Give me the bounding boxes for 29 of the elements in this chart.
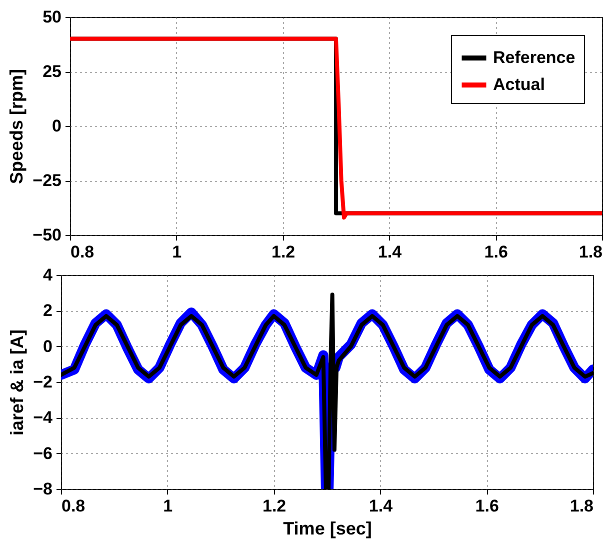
x-tick-label: 1.2 bbox=[262, 496, 286, 516]
x-tick-label: 1.4 bbox=[378, 242, 402, 262]
x-tick-label: 1.8 bbox=[570, 496, 594, 516]
y-tick-label: 0 bbox=[52, 116, 62, 136]
x-axis-title: Time [sec] bbox=[283, 518, 372, 538]
x-tick-label: 0.8 bbox=[62, 496, 86, 516]
y-tick-label: 50 bbox=[42, 8, 62, 26]
y-tick-label: −2 bbox=[33, 372, 52, 392]
x-tick-label: 1.8 bbox=[578, 242, 602, 262]
y-tick-label: −25 bbox=[32, 171, 62, 190]
x-tick-label: 1.6 bbox=[484, 242, 508, 262]
y-tick-label: −50 bbox=[32, 226, 62, 244]
x-tick-label: 1.6 bbox=[475, 496, 499, 516]
y-tick-label: −6 bbox=[33, 444, 52, 463]
y-tick-label: 4 bbox=[43, 266, 54, 284]
y-tick-label: 25 bbox=[42, 62, 62, 81]
legend-label: Actual bbox=[493, 75, 545, 94]
y-axis-title: iaref & ia [A] bbox=[7, 329, 28, 436]
y-tick-label: −4 bbox=[33, 408, 54, 428]
x-tick-label: 1.4 bbox=[368, 496, 394, 516]
y-tick-label: −8 bbox=[33, 480, 52, 498]
x-tick-label: 1 bbox=[172, 242, 182, 262]
x-tick-label: 1 bbox=[163, 496, 173, 516]
legend-label: Reference bbox=[493, 48, 576, 67]
y-tick-label: 0 bbox=[43, 336, 52, 356]
x-tick-label: 0.8 bbox=[70, 242, 94, 262]
y-axis-title: Speeds [rpm] bbox=[6, 68, 27, 184]
x-tick-label: 1.2 bbox=[271, 242, 296, 262]
y-tick-label: 2 bbox=[43, 301, 52, 320]
